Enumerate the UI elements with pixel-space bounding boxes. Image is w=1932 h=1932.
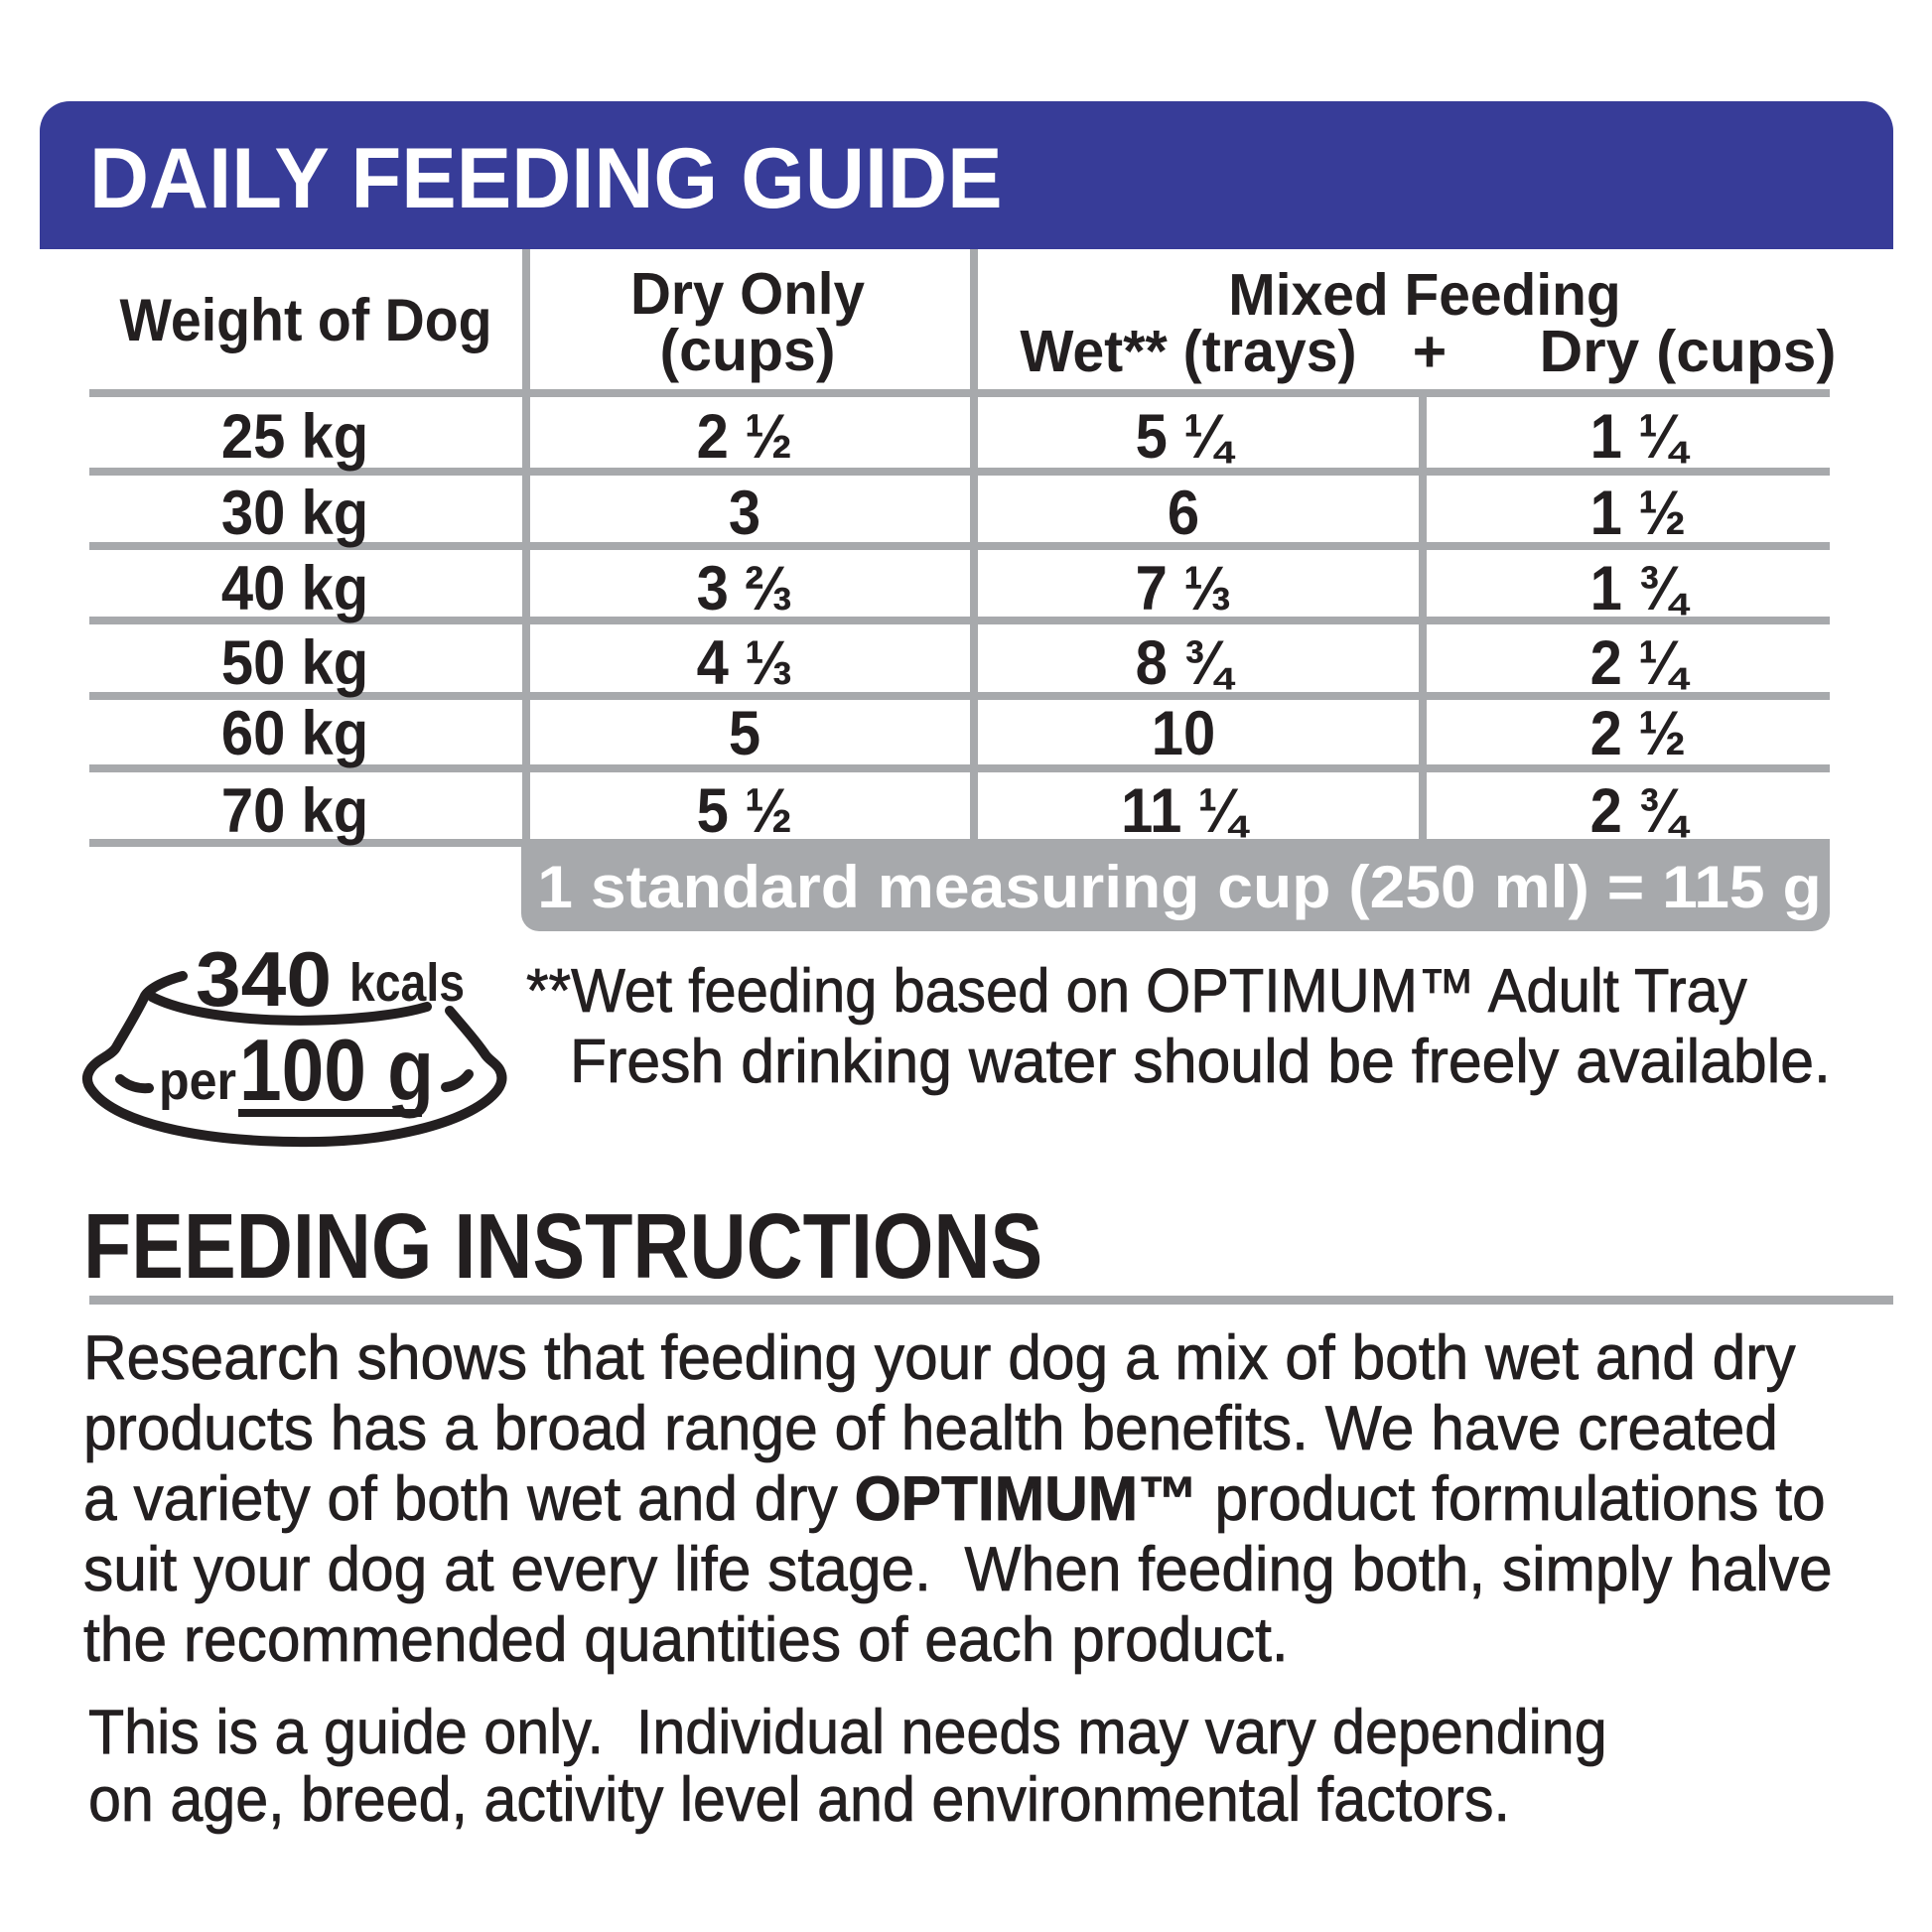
svg-text:kcals: kcals xyxy=(349,953,465,1013)
svg-text:per: per xyxy=(159,1051,236,1111)
svg-text:100 g: 100 g xyxy=(239,1021,434,1119)
svg-text:340: 340 xyxy=(196,938,332,1023)
